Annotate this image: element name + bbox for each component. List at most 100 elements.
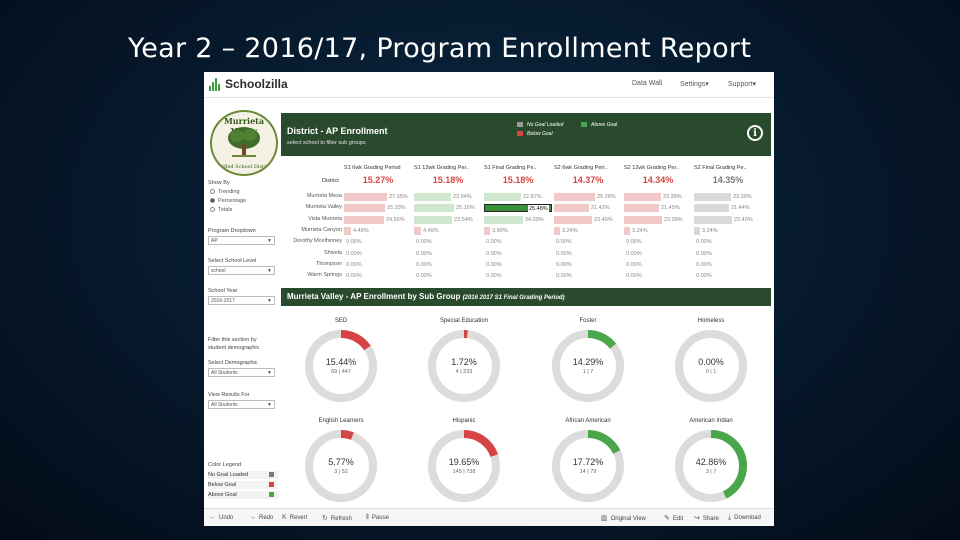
table-cell[interactable]: 25.48% bbox=[484, 204, 552, 214]
school-level-dropdown[interactable]: school ▼ bbox=[208, 266, 275, 275]
column-header[interactable]: S1 6wk Grading Period bbox=[344, 165, 401, 171]
table-cell[interactable]: 24.56% bbox=[344, 215, 412, 224]
cell-value: 23.40% bbox=[734, 216, 753, 223]
table-cell[interactable]: 0.00% bbox=[344, 238, 412, 246]
table-cell[interactable]: 0.00% bbox=[414, 250, 482, 258]
share-button[interactable]: ↪ Share bbox=[694, 515, 719, 522]
donut-chart[interactable] bbox=[673, 428, 749, 504]
nav-support[interactable]: Support▾ bbox=[728, 81, 757, 88]
column-header[interactable]: S1 Final Grading Pe.. bbox=[484, 165, 537, 171]
table-cell[interactable]: 3.90% bbox=[484, 226, 552, 235]
table-cell[interactable]: 27.35% bbox=[344, 193, 412, 201]
school-row-label[interactable]: Warm Springs bbox=[307, 272, 342, 279]
school-year-dropdown[interactable]: 2016-2017 ▼ bbox=[208, 296, 275, 305]
school-row-label[interactable]: Murrieta Valley bbox=[305, 204, 342, 211]
table-cell[interactable]: 0.00% bbox=[484, 261, 552, 269]
redo-button[interactable]: → Redo bbox=[249, 514, 274, 521]
edit-button[interactable]: ✎ Edit bbox=[664, 515, 684, 522]
table-cell[interactable]: 0.00% bbox=[344, 250, 412, 258]
donut-chart[interactable] bbox=[426, 328, 502, 404]
table-cell[interactable]: 25.33% bbox=[344, 204, 412, 213]
school-row-label[interactable]: Murrieta Canyon bbox=[301, 226, 342, 233]
nav-settings[interactable]: Settings▾ bbox=[680, 81, 709, 88]
column-header[interactable]: S2 6wk Grading Peri.. bbox=[554, 165, 608, 171]
table-cell[interactable]: 0.00% bbox=[694, 261, 762, 269]
column-header[interactable]: S2 Final Grading Pe.. bbox=[694, 165, 747, 171]
table-cell[interactable]: 0.00% bbox=[624, 250, 692, 258]
table-cell[interactable]: 25.16% bbox=[414, 204, 482, 213]
column-header[interactable]: S1 12wk Grading Per.. bbox=[414, 165, 470, 171]
chevron-down-icon: ▼ bbox=[267, 298, 272, 304]
table-cell[interactable]: 23.38% bbox=[624, 215, 692, 224]
table-cell[interactable]: 23.40% bbox=[694, 215, 762, 224]
table-cell[interactable]: 0.00% bbox=[624, 272, 692, 280]
donut-chart[interactable] bbox=[303, 328, 379, 404]
donut-chart[interactable] bbox=[550, 428, 626, 504]
table-cell[interactable]: 23.04% bbox=[414, 193, 482, 201]
cell-value: 0.00% bbox=[556, 239, 572, 246]
table-cell[interactable]: 25.28% bbox=[554, 193, 622, 201]
table-cell[interactable]: 21.42% bbox=[554, 204, 622, 213]
table-cell[interactable]: 0.00% bbox=[414, 272, 482, 280]
refresh-button[interactable]: ↻ Refresh bbox=[322, 515, 352, 522]
school-row-label[interactable]: Thompson bbox=[316, 260, 342, 267]
table-cell[interactable]: 0.00% bbox=[344, 272, 412, 280]
app-logo[interactable]: Schoolzilla bbox=[225, 77, 288, 91]
table-cell[interactable]: 23.54% bbox=[414, 215, 482, 224]
download-button[interactable]: ⤓ Download bbox=[728, 514, 761, 521]
radio-trending[interactable]: Trending bbox=[210, 189, 240, 195]
table-cell[interactable]: 0.00% bbox=[694, 272, 762, 280]
view-results-dropdown[interactable]: All Students ▼ bbox=[208, 400, 275, 409]
table-cell[interactable]: 0.00% bbox=[554, 238, 622, 246]
table-cell[interactable]: 0.00% bbox=[554, 272, 622, 280]
column-header[interactable]: S2 12wk Grading Per.. bbox=[624, 165, 680, 171]
table-cell[interactable]: 0.00% bbox=[484, 272, 552, 280]
table-cell[interactable]: 21.45% bbox=[624, 204, 692, 213]
table-cell[interactable]: 3.24% bbox=[554, 226, 622, 235]
table-cell[interactable]: 0.00% bbox=[694, 250, 762, 258]
table-cell[interactable]: 0.00% bbox=[624, 238, 692, 246]
program-dropdown[interactable]: AP ▼ bbox=[208, 236, 275, 245]
table-cell[interactable]: 3.24% bbox=[624, 226, 692, 235]
table-cell[interactable]: 21.44% bbox=[694, 204, 762, 213]
table-cell[interactable]: 0.00% bbox=[414, 238, 482, 246]
cell-value: 25.28% bbox=[597, 194, 616, 200]
legend-below-goal: Below Goal bbox=[208, 481, 278, 489]
nav-data-wall[interactable]: Data Wall bbox=[632, 80, 663, 87]
table-cell[interactable]: 0.00% bbox=[484, 238, 552, 246]
table-cell[interactable]: 3.24% bbox=[694, 226, 762, 235]
table-cell[interactable]: 0.00% bbox=[414, 261, 482, 269]
radio-totals[interactable]: Totals bbox=[210, 207, 232, 213]
table-cell[interactable]: 23.46% bbox=[554, 215, 622, 224]
table-cell[interactable]: 24.09% bbox=[484, 215, 552, 224]
school-row-label[interactable]: Murrieta Mesa bbox=[306, 193, 342, 199]
cell-bar bbox=[344, 204, 385, 213]
table-cell[interactable]: 4.49% bbox=[344, 226, 412, 235]
school-row-label[interactable]: Dorothy Mcelhinney bbox=[293, 238, 342, 245]
table-cell[interactable]: 4.49% bbox=[414, 226, 482, 235]
table-cell[interactable]: 0.00% bbox=[554, 261, 622, 269]
donut-chart[interactable] bbox=[673, 328, 749, 404]
donut-chart[interactable] bbox=[303, 428, 379, 504]
table-cell[interactable]: 0.00% bbox=[344, 261, 412, 269]
revert-button[interactable]: K Revert bbox=[282, 514, 308, 521]
info-icon[interactable]: i bbox=[747, 125, 763, 141]
donut-chart[interactable] bbox=[550, 328, 626, 404]
table-cell[interactable]: 0.00% bbox=[554, 250, 622, 258]
table-cell[interactable]: 0.00% bbox=[624, 261, 692, 269]
radio-percentage[interactable]: Percentage bbox=[210, 198, 246, 204]
demographic-dropdown[interactable]: All Students ▼ bbox=[208, 368, 275, 377]
undo-button[interactable]: ← Undo bbox=[209, 514, 234, 521]
table-cell[interactable]: 0.00% bbox=[694, 238, 762, 246]
table-cell[interactable]: 23.38% bbox=[624, 193, 692, 201]
table-cell[interactable]: 23.30% bbox=[694, 193, 762, 201]
district-value: 15.18% bbox=[432, 175, 464, 185]
table-cell[interactable]: 22.87% bbox=[484, 193, 552, 201]
school-row-label[interactable]: Shivela bbox=[323, 249, 342, 256]
cell-bar bbox=[554, 215, 592, 224]
original-view-button[interactable]: ▥ Original View bbox=[601, 515, 646, 522]
donut-chart[interactable] bbox=[426, 428, 502, 504]
pause-button[interactable]: ‖ Pause bbox=[366, 514, 389, 521]
table-cell[interactable]: 0.00% bbox=[484, 250, 552, 258]
school-row-label[interactable]: Vista Murrieta bbox=[308, 215, 342, 222]
